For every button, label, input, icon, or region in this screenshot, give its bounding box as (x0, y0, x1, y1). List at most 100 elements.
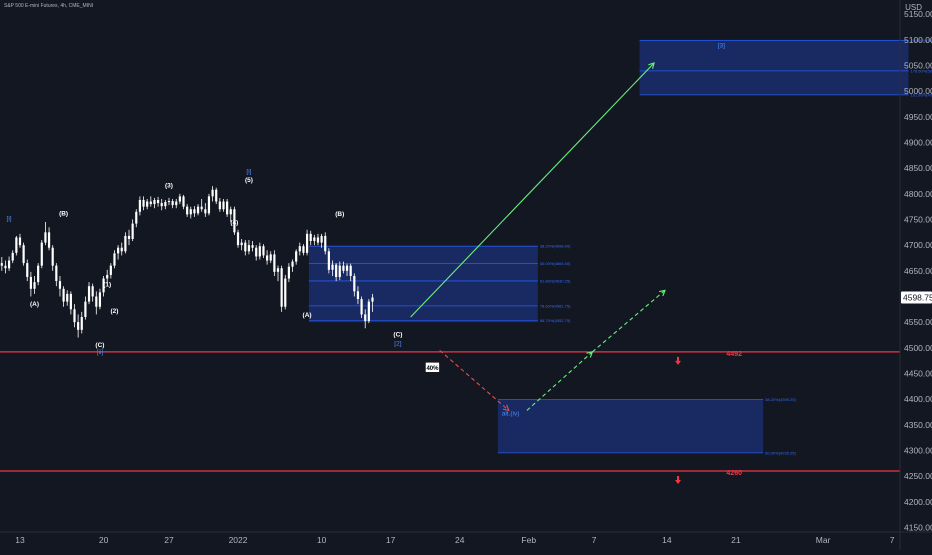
candle-body[interactable] (284, 279, 286, 307)
candle-body[interactable] (175, 202, 177, 206)
candle-body[interactable] (172, 201, 174, 205)
candle-body[interactable] (70, 294, 72, 309)
candle-body[interactable] (357, 291, 359, 299)
candle-body[interactable] (222, 202, 224, 210)
candle-body[interactable] (55, 266, 57, 281)
candle-body[interactable] (295, 251, 297, 261)
candle-body[interactable] (161, 203, 163, 206)
candle-body[interactable] (226, 202, 228, 215)
candle-body[interactable] (92, 286, 94, 296)
candle-body[interactable] (368, 302, 370, 322)
candle-body[interactable] (270, 254, 272, 260)
candle-body[interactable] (255, 248, 257, 257)
candle-body[interactable] (302, 246, 304, 253)
candle-body[interactable] (66, 294, 68, 302)
candle-body[interactable] (15, 237, 17, 252)
candle-body[interactable] (339, 266, 341, 277)
candle-body[interactable] (146, 202, 148, 207)
candle-body[interactable] (164, 202, 166, 206)
candle-body[interactable] (201, 207, 203, 210)
candle-body[interactable] (197, 207, 199, 214)
candle-body[interactable] (132, 224, 134, 239)
candle-body[interactable] (135, 212, 137, 224)
candle-body[interactable] (324, 236, 326, 251)
candle-body[interactable] (106, 275, 108, 279)
candle-body[interactable] (124, 236, 126, 251)
candle-body[interactable] (317, 237, 319, 242)
candle-body[interactable] (59, 281, 61, 289)
candle-body[interactable] (215, 190, 217, 202)
candle-body[interactable] (84, 302, 86, 317)
correction-zone[interactable] (309, 246, 538, 322)
candle-body[interactable] (128, 236, 130, 239)
candle-body[interactable] (48, 232, 50, 247)
candle-body[interactable] (208, 196, 210, 213)
candle-body[interactable] (150, 202, 152, 205)
candle-body[interactable] (99, 292, 101, 306)
candle-body[interactable] (353, 276, 355, 291)
candle-body[interactable] (291, 262, 293, 267)
candle-body[interactable] (328, 251, 330, 269)
candle-body[interactable] (186, 207, 188, 215)
candle-body[interactable] (288, 267, 290, 279)
candle-body[interactable] (241, 243, 243, 246)
candle-body[interactable] (219, 202, 221, 210)
candle-body[interactable] (8, 261, 10, 269)
candle-body[interactable] (230, 209, 232, 214)
candle-body[interactable] (168, 201, 170, 202)
candle-body[interactable] (179, 196, 181, 201)
candle-body[interactable] (30, 277, 32, 289)
candle-body[interactable] (77, 322, 79, 330)
candle-body[interactable] (371, 298, 373, 302)
candle-body[interactable] (37, 266, 39, 282)
candle-body[interactable] (204, 209, 206, 213)
candle-body[interactable] (310, 234, 312, 241)
candle-body[interactable] (335, 265, 337, 277)
candle-body[interactable] (62, 289, 64, 302)
candle-body[interactable] (95, 296, 97, 306)
candle-body[interactable] (157, 200, 159, 203)
candle-body[interactable] (350, 266, 352, 276)
candle-body[interactable] (23, 245, 25, 263)
candle-body[interactable] (251, 245, 253, 248)
candle-body[interactable] (360, 299, 362, 314)
candle-body[interactable] (237, 232, 239, 245)
candle-body[interactable] (248, 245, 250, 251)
candle-body[interactable] (190, 209, 192, 214)
candle-body[interactable] (117, 248, 119, 254)
alt-zone[interactable] (498, 400, 763, 453)
candle-body[interactable] (299, 246, 301, 251)
candle-body[interactable] (81, 317, 83, 330)
candle-body[interactable] (244, 243, 246, 252)
candle-body[interactable] (52, 248, 54, 266)
candle-body[interactable] (88, 286, 90, 301)
candle-body[interactable] (44, 232, 46, 242)
candle-body[interactable] (139, 200, 141, 212)
candle-body[interactable] (1, 263, 3, 266)
candle-body[interactable] (266, 255, 268, 260)
candle-body[interactable] (142, 200, 144, 207)
candle-body[interactable] (110, 266, 112, 275)
candle-body[interactable] (19, 237, 21, 245)
candle-body[interactable] (281, 268, 283, 306)
candle-body[interactable] (211, 190, 213, 197)
candle-body[interactable] (121, 248, 123, 252)
candle-body[interactable] (273, 254, 275, 271)
candle-body[interactable] (346, 266, 348, 271)
candle-body[interactable] (153, 200, 155, 204)
candle-body[interactable] (33, 282, 35, 289)
candle-body[interactable] (193, 209, 195, 213)
candle-body[interactable] (364, 314, 366, 321)
candle-body[interactable] (73, 309, 75, 322)
candle-body[interactable] (12, 253, 14, 261)
candle-body[interactable] (26, 263, 28, 277)
candle-body[interactable] (113, 253, 115, 265)
candle-body[interactable] (277, 268, 279, 272)
candle-body[interactable] (342, 266, 344, 271)
candle-body[interactable] (259, 246, 261, 256)
candle-body[interactable] (306, 234, 308, 253)
candle-body[interactable] (262, 246, 264, 255)
candle-body[interactable] (321, 236, 323, 243)
